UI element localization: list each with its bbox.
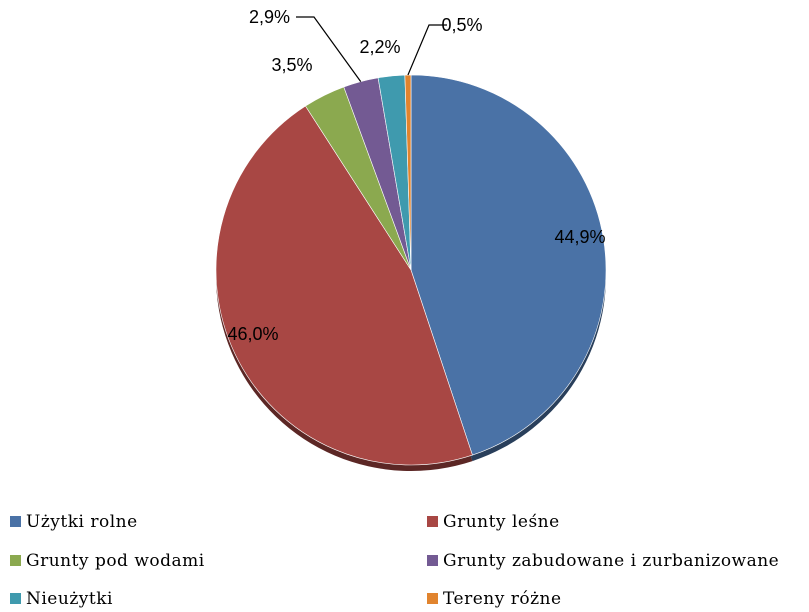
data-label-grunty-lesne: 46,0%	[227, 324, 278, 344]
leader-line-grunty-zabudowane-i-zurbanizowane	[296, 16, 362, 82]
legend-swatch	[427, 555, 438, 566]
legend-label: Użytki rolne	[26, 512, 138, 532]
legend-swatch	[427, 516, 438, 527]
legend-item-grunty-pod-wodami: Grunty pod wodami	[10, 551, 205, 571]
legend-swatch	[10, 593, 21, 604]
data-label-grunty-zabudowane-i-zurbanizowane: 2,9%	[249, 7, 290, 27]
legend-item-tereny-rozne: Tereny różne	[427, 589, 562, 609]
leader-line-tereny-rozne	[407, 24, 447, 76]
data-label-nieuzytki: 2,2%	[359, 37, 400, 57]
legend-label: Nieużytki	[26, 589, 113, 609]
legend-label: Tereny różne	[443, 589, 562, 609]
data-label-uzytki-rolne: 44,9%	[554, 227, 605, 247]
pie-slice-uzytki-rolne	[410, 74, 607, 456]
pie-slice-grunty-lesne	[215, 105, 473, 466]
legend-swatch	[10, 516, 21, 527]
legend-label: Grunty leśne	[443, 512, 560, 532]
data-labels: 44,9% 46,0% 3,5% 2,9% 2,2% 0,5%	[227, 7, 605, 344]
legend-label: Grunty pod wodami	[26, 551, 205, 571]
data-label-grunty-pod-wodami: 3,5%	[271, 55, 312, 75]
legend-item-grunty-zabudowane-i-zurbanizowane: Grunty zabudowane i zurbanizowane	[427, 551, 779, 571]
legend-item-nieuzytki: Nieużytki	[10, 589, 113, 609]
legend-swatch	[10, 555, 21, 566]
legend-label: Grunty zabudowane i zurbanizowane	[443, 551, 779, 571]
legend-swatch	[427, 593, 438, 604]
legend-item-grunty-lesne: Grunty leśne	[427, 512, 560, 532]
data-label-tereny-rozne: 0,5%	[441, 15, 482, 35]
legend: Użytki rolne Grunty leśne Grunty pod wodam…	[10, 512, 779, 609]
leader-lines	[296, 16, 447, 82]
pie-slices	[215, 74, 607, 466]
legend-item-uzytki-rolne: Użytki rolne	[10, 512, 138, 532]
